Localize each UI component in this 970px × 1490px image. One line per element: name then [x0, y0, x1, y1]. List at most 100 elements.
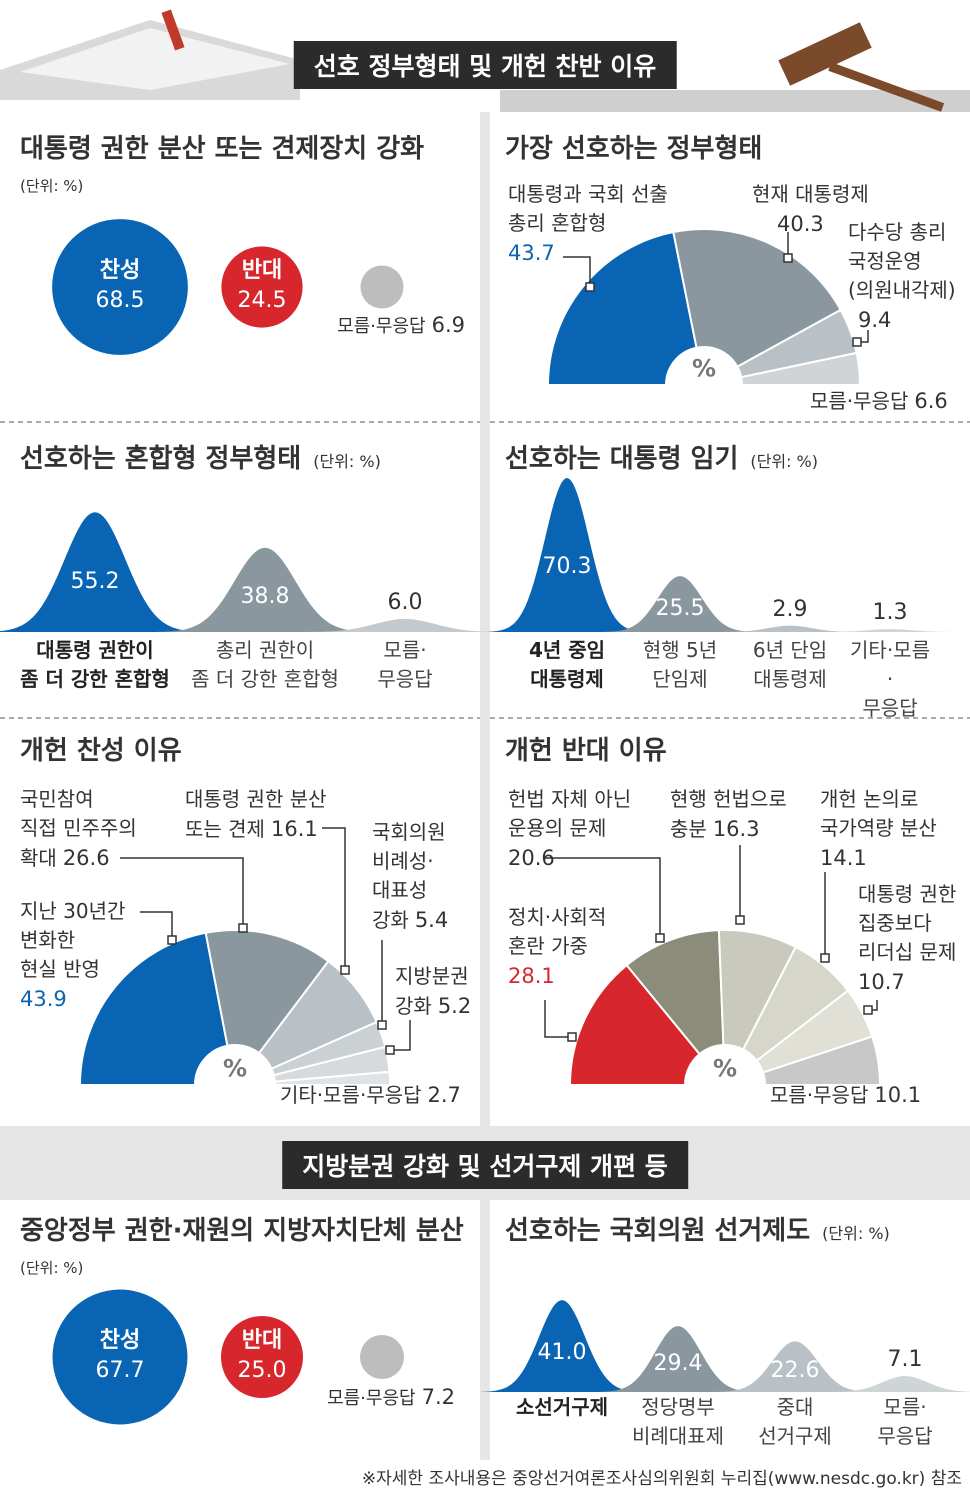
value: 10.1 — [874, 1083, 922, 1107]
bubble — [221, 246, 303, 328]
section-title: 지방분권 강화 및 선거구제 개편 등 — [282, 1141, 688, 1189]
leader-marker — [167, 935, 177, 945]
category-label: 기타·모름· 무응답 — [850, 638, 930, 720]
value: 5.2 — [437, 994, 472, 1018]
wedge — [78, 931, 229, 1086]
value-label: 41.0 — [537, 1340, 587, 1366]
title-text: 선호하는 국회의원 선거제도 — [505, 1216, 811, 1247]
chart-title: 중앙정부 권한·재원의 지방자치단체 분산 — [20, 1213, 464, 1251]
category: 현재 대통령제 — [752, 182, 869, 206]
slice-label: 국회의원 비례성· 대표성 강화 5.4 — [372, 818, 448, 935]
category-label: 모름· 무응답 — [377, 638, 433, 691]
bubble-label: 모름·무응답 6.9 — [337, 310, 465, 340]
leader-marker — [735, 915, 745, 925]
category: 기타·모름·무응답 — [280, 1083, 422, 1107]
category: 모름·무응답 — [337, 315, 426, 337]
bell — [481, 1300, 643, 1392]
title-text: 개헌 반대 이유 — [505, 736, 667, 767]
bubble-category: 반대 — [241, 1328, 283, 1354]
leader-line — [563, 256, 591, 287]
wedge — [740, 351, 862, 386]
bubble-value: 68.5 — [95, 288, 145, 314]
leader-line — [545, 857, 661, 938]
category: 모름·무응답 — [327, 1387, 416, 1409]
value: 26.6 — [62, 846, 110, 870]
category: 모름·무응답 — [770, 1083, 869, 1107]
category: 지난 30년간 변화한 현실 반영 — [20, 899, 126, 981]
value-label: 6.0 — [387, 590, 423, 616]
value: 28.1 — [508, 964, 555, 988]
category: 대통령 권한 집중보다 리더십 문제 — [858, 882, 957, 964]
bell — [0, 512, 203, 632]
chart-title: 개헌 반대 이유 — [505, 733, 667, 771]
subtitle: (단위: %) — [822, 1224, 890, 1244]
value: 7.2 — [421, 1384, 455, 1409]
bell — [488, 478, 646, 632]
value: 6.9 — [431, 312, 465, 337]
title-text: 대통령 권한 분산 또는 견제장치 강화 — [20, 134, 425, 165]
category: 현행 헌법으로 충분 — [670, 787, 787, 841]
wedge — [741, 945, 850, 1063]
value: 9.4 — [858, 308, 892, 332]
bubble — [52, 219, 188, 355]
slice-label: 지난 30년간 변화한 현실 반영 43.9 — [20, 897, 125, 1014]
wedge — [204, 929, 330, 1055]
chart-title: 선호하는 혼합형 정부형태 (단위: %) — [20, 441, 381, 479]
leader-marker — [567, 1032, 577, 1042]
category: 대통령과 국회 선출 총리 혼합형 — [508, 182, 668, 235]
leader-line — [322, 827, 346, 970]
chart-title: 선호하는 대통령 임기 (단위: %) — [505, 441, 818, 479]
category: 지방분권 강화 — [395, 964, 469, 1018]
category-label: 모름· 무응답 — [877, 1395, 933, 1448]
leader-marker — [238, 923, 248, 933]
title-text: 선호하는 혼합형 정부형태 — [20, 444, 302, 475]
bubble-label: 모름·무응답 7.2 — [327, 1382, 455, 1412]
slice-label: 현재 대통령제 40.3 — [752, 180, 869, 239]
title-text: 중앙정부 권한·재원의 지방자치단체 분산 — [20, 1216, 464, 1247]
slice-label: 개헌 논의로 국가역량 분산 14.1 — [820, 785, 937, 873]
category: 국회의원 비례성· 대표성 강화 — [372, 820, 446, 932]
bubble — [360, 265, 404, 309]
wedge — [568, 963, 702, 1086]
bell — [601, 576, 759, 632]
slice-label: 다수당 총리 국정운영 (의원내각제) 9.4 — [848, 218, 956, 335]
leader-marker — [385, 1045, 395, 1055]
slice-label: 지방분권 강화 5.2 — [395, 962, 471, 1021]
value: 6.6 — [914, 389, 948, 413]
wedge — [625, 929, 725, 1056]
value: 40.3 — [777, 212, 824, 236]
wedge — [717, 929, 797, 1051]
value-label: 38.8 — [240, 583, 290, 609]
slice-label: 대통령 권한 집중보다 리더십 문제 10.7 — [858, 880, 956, 997]
footer-bg — [0, 1460, 970, 1490]
value-label: 22.6 — [770, 1357, 820, 1383]
bell — [811, 629, 969, 632]
category: 정치·사회적 혼란 가중 — [508, 905, 607, 958]
value-label: 29.4 — [653, 1351, 703, 1377]
value: 14.1 — [820, 846, 867, 870]
gavel-head — [778, 22, 872, 86]
bookmark — [161, 9, 185, 51]
title-text: 가장 선호하는 정부형태 — [505, 134, 763, 165]
bubble-value: 24.5 — [237, 288, 287, 314]
chart-title: 가장 선호하는 정부형태 — [505, 131, 762, 169]
leader-line — [390, 1020, 411, 1051]
leader-marker — [377, 1020, 387, 1030]
leader-marker — [585, 282, 595, 292]
wedge — [257, 959, 378, 1071]
bubble — [52, 1289, 188, 1425]
bell — [597, 1326, 759, 1392]
wedge — [273, 1070, 392, 1086]
bubble-category: 찬성 — [99, 1328, 141, 1354]
subtitle: (단위: %) — [20, 1259, 84, 1277]
slice-label: 모름·무응답 6.6 — [810, 386, 948, 416]
title-text: 선호하는 대통령 임기 — [505, 444, 739, 475]
value: 20.6 — [508, 846, 555, 870]
value: 43.9 — [20, 987, 67, 1011]
bell — [714, 1341, 876, 1392]
bubble-category: 찬성 — [99, 258, 141, 284]
leader-marker — [820, 953, 830, 963]
header-title: 선호 정부형태 및 개헌 찬반 이유 — [293, 41, 677, 89]
